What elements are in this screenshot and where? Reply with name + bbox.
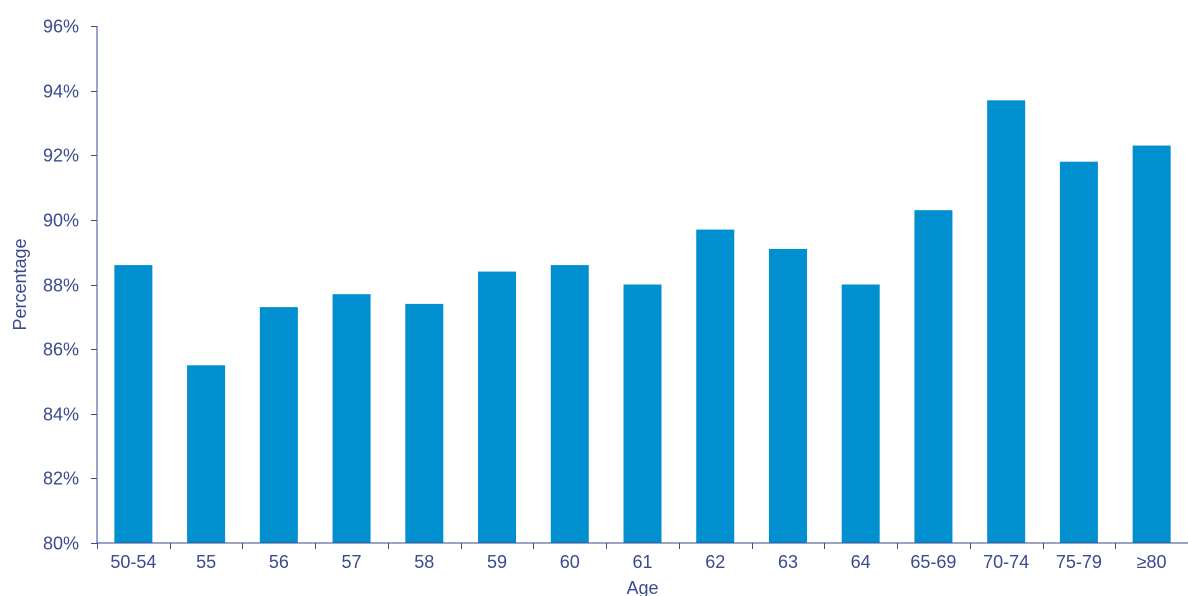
bar-64 [841, 284, 880, 543]
x-tick-label: 56 [269, 552, 289, 572]
y-tick-label: 86% [43, 340, 79, 360]
x-tick-label: ≥80 [1137, 552, 1167, 572]
x-tick-label: 60 [560, 552, 580, 572]
y-tick-label: 84% [43, 405, 79, 425]
x-tick-label: 50-54 [110, 552, 156, 572]
x-axis-title: Age [626, 578, 658, 596]
x-tick-label: 64 [851, 552, 871, 572]
x-tick-label: 57 [342, 552, 362, 572]
x-tick-label: 62 [705, 552, 725, 572]
bars [114, 100, 1171, 543]
bar-75-79 [1059, 161, 1098, 543]
y-tick-label: 96% [43, 17, 79, 37]
axes: 80% 82% 84% 86% 88% 90% 92% 94% 96% 50-54 55 56 57 58… [43, 17, 1188, 572]
y-tick-label: 90% [43, 211, 79, 231]
x-tick-label: 58 [414, 552, 434, 572]
x-tick-label: 59 [487, 552, 507, 572]
y-tick-label: 80% [43, 534, 79, 554]
x-tick-label: 61 [632, 552, 652, 572]
bar-58 [405, 303, 444, 543]
x-tick-label: 65-69 [910, 552, 956, 572]
bar-≥80 [1132, 145, 1171, 543]
bar-65-69 [914, 210, 953, 543]
y-tick-label: 94% [43, 82, 79, 102]
bar-60 [550, 265, 589, 543]
x-tick-label: 75-79 [1056, 552, 1102, 572]
bar-57 [332, 294, 371, 543]
bar-63 [768, 248, 807, 543]
x-tick-label: 55 [196, 552, 216, 572]
bar-61 [623, 284, 662, 543]
x-tick-label: 63 [778, 552, 798, 572]
bar-56 [259, 307, 298, 543]
bar-50-54 [114, 265, 153, 543]
bar-59 [478, 271, 517, 543]
y-tick-label: 92% [43, 146, 79, 166]
bar-55 [187, 365, 226, 543]
bar-62 [696, 229, 735, 543]
y-tick-label: 82% [43, 469, 79, 489]
x-tick-label: 70-74 [983, 552, 1029, 572]
y-tick-label: 88% [43, 276, 79, 296]
y-axis-title: Percentage [10, 238, 30, 330]
bar-70-74 [987, 100, 1026, 543]
